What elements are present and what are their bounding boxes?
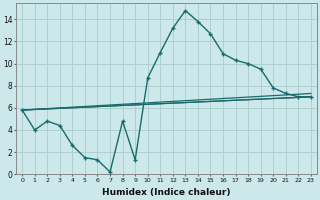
X-axis label: Humidex (Indice chaleur): Humidex (Indice chaleur) <box>102 188 231 197</box>
